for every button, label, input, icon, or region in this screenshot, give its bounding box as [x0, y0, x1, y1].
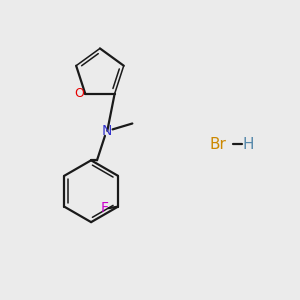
Text: F: F — [100, 201, 109, 215]
Text: O: O — [74, 87, 84, 100]
Text: H: H — [243, 136, 254, 152]
Text: N: N — [102, 124, 112, 138]
Text: Br: Br — [209, 136, 226, 152]
